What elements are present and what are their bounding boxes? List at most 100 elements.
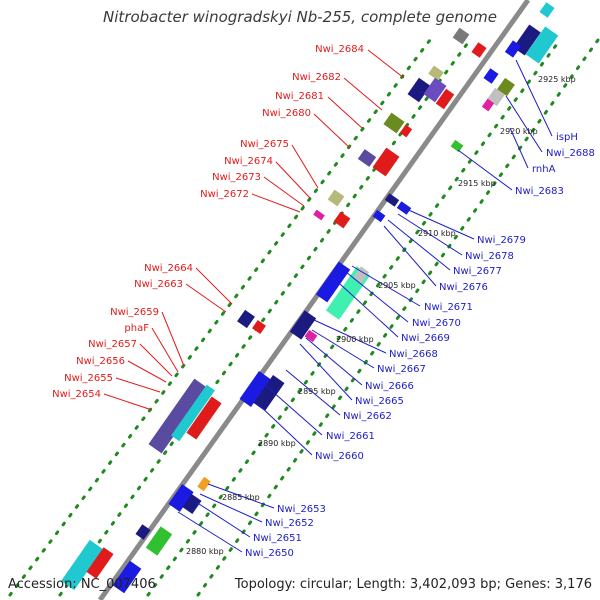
gene-label[interactable]: Nwi_2665: [355, 396, 404, 407]
gene-block[interactable]: [428, 65, 444, 81]
gene-block[interactable]: [399, 124, 413, 138]
gene-block[interactable]: [289, 310, 317, 340]
gene-block[interactable]: [168, 484, 194, 512]
gene-block[interactable]: [237, 309, 255, 329]
gene-block[interactable]: [253, 375, 285, 411]
gene-label[interactable]: Nwi_2654: [52, 389, 101, 400]
gene-block[interactable]: [186, 396, 222, 440]
gene-block[interactable]: [504, 40, 522, 58]
gene-label[interactable]: ispH: [556, 132, 578, 143]
gene-block[interactable]: [148, 378, 208, 454]
gene-label[interactable]: Nwi_2667: [377, 364, 426, 375]
gene-block[interactable]: [304, 329, 318, 343]
gene-label[interactable]: Nwi_2688: [546, 148, 595, 159]
gene-label[interactable]: Nwi_2670: [412, 318, 461, 329]
gene-label[interactable]: Nwi_2652: [265, 518, 314, 529]
gene-block[interactable]: [450, 139, 464, 153]
gene-block[interactable]: [145, 526, 173, 556]
gene-block[interactable]: [352, 266, 370, 284]
leader-line: [177, 511, 243, 553]
leader-line: [313, 113, 351, 149]
kbp-label: 2900 kbp: [336, 335, 374, 344]
gene-block[interactable]: [539, 2, 555, 18]
gene-block[interactable]: [327, 189, 345, 207]
leader-line: [257, 403, 313, 456]
leader-line: [343, 77, 383, 111]
gene-block[interactable]: [313, 209, 325, 221]
gene-label[interactable]: Nwi_2664: [144, 263, 193, 274]
gene-block[interactable]: [481, 98, 495, 112]
leader-line: [115, 377, 161, 393]
gene-label[interactable]: Nwi_2656: [76, 356, 125, 367]
gene-label[interactable]: Nwi_2678: [465, 251, 514, 262]
gene-label[interactable]: Nwi_2662: [343, 411, 392, 422]
gene-block[interactable]: [471, 42, 487, 58]
gene-label[interactable]: Nwi_2675: [240, 139, 289, 150]
gene-block[interactable]: [452, 27, 470, 45]
leader-line: [161, 311, 185, 367]
gene-block[interactable]: [86, 547, 114, 579]
gene-label[interactable]: Nwi_2653: [277, 504, 326, 515]
gene-block[interactable]: [239, 371, 271, 407]
gene-block[interactable]: [315, 261, 351, 303]
gene-label[interactable]: Nwi_2650: [245, 548, 294, 559]
gene-block[interactable]: [171, 384, 215, 442]
leader-line: [139, 343, 173, 377]
gene-block[interactable]: [384, 193, 400, 207]
gene-label[interactable]: Nwi_2663: [134, 279, 183, 290]
gene-label[interactable]: Nwi_2683: [515, 186, 564, 197]
kbp-markers: 2925 kbp 2920 kbp 2915 kbp 2910 kbp 2905…: [186, 75, 576, 556]
leader-line: [403, 207, 475, 240]
gene-block[interactable]: [372, 209, 386, 223]
gene-block[interactable]: [423, 77, 447, 103]
gene-label[interactable]: Nwi_2680: [262, 108, 311, 119]
gene-label[interactable]: Nwi_2673: [212, 172, 261, 183]
gene-label[interactable]: Nwi_2655: [64, 373, 113, 384]
gene-label[interactable]: Nwi_2666: [365, 381, 414, 392]
gene-label[interactable]: Nwi_2668: [389, 349, 438, 360]
leader-line: [263, 176, 305, 207]
gene-label[interactable]: Nwi_2682: [292, 72, 341, 83]
gene-label[interactable]: Nwi_2677: [453, 266, 502, 277]
gene-block[interactable]: [197, 476, 211, 492]
gene-block[interactable]: [357, 149, 377, 167]
gene-label[interactable]: Nwi_2669: [401, 333, 450, 344]
leader-line: [103, 393, 153, 411]
gene-label[interactable]: Nwi_2679: [477, 235, 526, 246]
gene-block[interactable]: [407, 77, 431, 103]
right-strand-genes: [112, 2, 559, 594]
gene-label[interactable]: Nwi_2661: [326, 431, 375, 442]
gene-label[interactable]: Nwi_2659: [110, 307, 159, 318]
topology-text: Topology: circular; Length: 3,402,093 bp…: [234, 577, 592, 592]
gene-block[interactable]: [333, 211, 351, 229]
gene-block[interactable]: [483, 68, 499, 84]
gene-block[interactable]: [525, 26, 559, 64]
gene-label[interactable]: Nwi_2657: [88, 339, 137, 350]
gene-label[interactable]: phaF: [124, 323, 149, 334]
gene-block[interactable]: [135, 524, 151, 540]
leader-line: [387, 219, 451, 271]
gene-block[interactable]: [182, 494, 202, 514]
gene-label[interactable]: Nwi_2672: [200, 189, 249, 200]
gene-block[interactable]: [112, 560, 142, 594]
gene-block[interactable]: [61, 539, 103, 591]
gene-block[interactable]: [435, 88, 455, 110]
left-strand-genes: [61, 27, 487, 591]
leader-line: [311, 329, 375, 369]
gene-label[interactable]: Nwi_2674: [224, 156, 273, 167]
gene-label[interactable]: Nwi_2684: [315, 44, 364, 55]
gene-block[interactable]: [252, 320, 266, 334]
gene-block[interactable]: [383, 112, 405, 134]
kbp-label: 2925 kbp: [538, 75, 576, 84]
gene-label[interactable]: Nwi_2660: [315, 451, 364, 462]
gene-label[interactable]: rnhA: [532, 164, 556, 175]
leader-line: [397, 213, 463, 256]
gene-block[interactable]: [497, 77, 515, 97]
gene-label[interactable]: Nwi_2676: [439, 282, 488, 293]
gene-label[interactable]: Nwi_2681: [275, 91, 324, 102]
leader-line: [185, 283, 227, 313]
gene-label[interactable]: Nwi_2671: [424, 302, 473, 313]
gene-block[interactable]: [372, 147, 400, 177]
gene-label[interactable]: Nwi_2651: [253, 533, 302, 544]
gene-block[interactable]: [513, 24, 541, 56]
